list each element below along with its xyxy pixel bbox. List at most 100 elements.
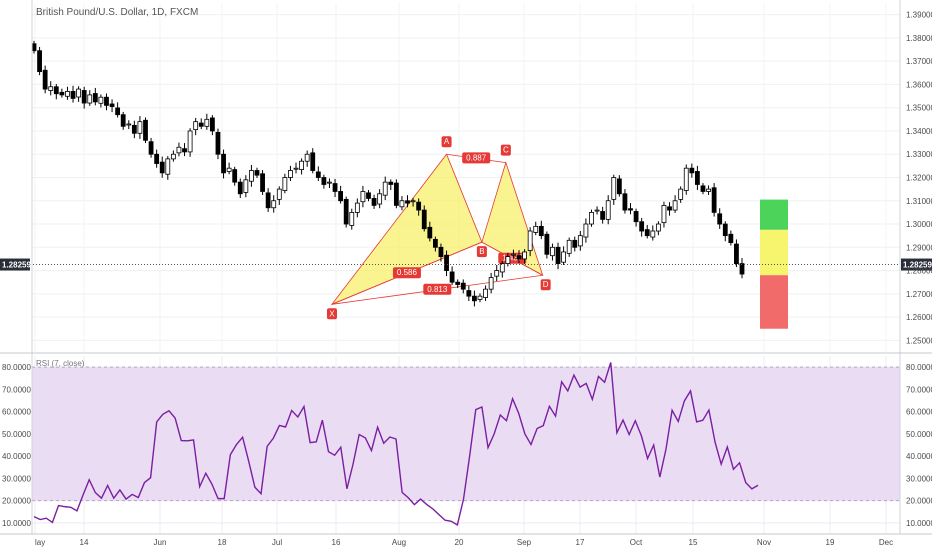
candle-up bbox=[672, 200, 678, 211]
candle-down bbox=[427, 226, 433, 239]
candle-up bbox=[293, 167, 299, 170]
candle-down bbox=[131, 124, 137, 134]
candle-up bbox=[661, 205, 667, 224]
candle-down bbox=[37, 50, 42, 73]
candle-up bbox=[477, 295, 483, 300]
candle-down bbox=[232, 169, 238, 183]
x-tick-label: lay bbox=[35, 538, 45, 547]
pattern-point-marker bbox=[326, 308, 337, 320]
candle-down bbox=[667, 206, 672, 211]
candle-down bbox=[321, 177, 327, 185]
candle-up bbox=[276, 188, 282, 200]
candle-up bbox=[271, 200, 277, 209]
x-tick-label: 17 bbox=[576, 538, 585, 547]
candle-up bbox=[399, 200, 405, 208]
rsi-tick-label-left: 10.0000 bbox=[2, 519, 31, 528]
candle-down bbox=[109, 103, 115, 107]
candle-down bbox=[460, 282, 466, 290]
candle-down bbox=[628, 208, 633, 211]
current-price-tag-right bbox=[901, 258, 932, 271]
rsi-tick-label-right: 10.0000 bbox=[906, 519, 932, 528]
x-tick-label: Jul bbox=[272, 538, 282, 547]
candle-down bbox=[416, 201, 422, 211]
candle-down bbox=[438, 246, 444, 258]
candle-down bbox=[466, 290, 472, 297]
candle-down bbox=[600, 211, 606, 220]
candle-up bbox=[410, 200, 416, 203]
candle-up bbox=[249, 170, 254, 182]
x-tick-label: 14 bbox=[80, 538, 89, 547]
pattern-point-label: D bbox=[543, 280, 549, 289]
candle-down bbox=[237, 181, 243, 195]
candle-down bbox=[455, 281, 461, 285]
candle-down bbox=[81, 90, 87, 104]
candle-down bbox=[159, 161, 165, 174]
x-tick-label: Nov bbox=[757, 538, 771, 547]
rsi-tick-label-left: 60.0000 bbox=[2, 408, 31, 417]
candle-down bbox=[722, 223, 728, 237]
candle-down bbox=[254, 170, 260, 176]
pattern-point-marker bbox=[540, 279, 551, 291]
candle-up bbox=[483, 288, 488, 298]
candle-up bbox=[382, 181, 388, 196]
candle-down bbox=[432, 238, 438, 248]
candle-up bbox=[494, 270, 500, 277]
current-price-left: 1.28259 bbox=[2, 261, 31, 270]
candle-up bbox=[706, 188, 711, 192]
candle-up bbox=[488, 277, 494, 290]
rsi-tick-label-left: 40.0000 bbox=[2, 452, 31, 461]
candle-up bbox=[299, 160, 304, 170]
pattern-ratio-marker bbox=[462, 152, 491, 164]
candle-down bbox=[472, 295, 477, 302]
candle-down bbox=[31, 43, 37, 52]
candle-down bbox=[115, 107, 121, 116]
pattern-point-label: A bbox=[444, 137, 450, 146]
candle-down bbox=[739, 263, 745, 275]
rsi-tick-label-right: 70.0000 bbox=[906, 385, 932, 394]
price-tick-label: 1.37000 bbox=[906, 57, 932, 66]
candle-down bbox=[104, 96, 109, 106]
candle-up bbox=[605, 200, 611, 220]
x-tick-label: Sep bbox=[517, 538, 532, 547]
candle-down bbox=[734, 243, 739, 264]
candle-up bbox=[683, 167, 689, 191]
candle-up bbox=[522, 251, 527, 260]
candle-down bbox=[393, 182, 399, 206]
candle-down bbox=[59, 91, 65, 96]
candle-down bbox=[154, 153, 160, 164]
candle-up bbox=[499, 263, 505, 273]
rsi-tick-label-left: 70.0000 bbox=[2, 385, 31, 394]
stop-loss-zone bbox=[760, 275, 788, 329]
pattern-ratio-label: 0.586 bbox=[397, 268, 418, 277]
price-tick-label: 1.26000 bbox=[906, 313, 932, 322]
candle-up bbox=[611, 177, 617, 200]
candle-up bbox=[533, 225, 539, 233]
candle-down bbox=[338, 191, 344, 202]
candle-up bbox=[678, 188, 684, 200]
price-tick-label: 1.25000 bbox=[906, 336, 932, 345]
candle-up bbox=[655, 223, 661, 232]
candle-up bbox=[566, 239, 572, 254]
candle-down bbox=[388, 181, 394, 185]
candle-up bbox=[288, 170, 293, 178]
x-tick-label: 15 bbox=[689, 538, 698, 547]
candle-up bbox=[650, 230, 656, 238]
target-2-zone bbox=[760, 199, 788, 230]
candle-up bbox=[282, 177, 288, 191]
candle-up bbox=[577, 235, 583, 247]
candle-up bbox=[126, 123, 132, 126]
x-tick-label: Aug bbox=[392, 538, 406, 547]
pattern-point-label: X bbox=[329, 309, 335, 318]
candle-up bbox=[76, 88, 81, 98]
candle-down bbox=[70, 91, 76, 99]
rsi-line bbox=[33, 362, 759, 526]
candle-up bbox=[561, 251, 567, 263]
candle-down bbox=[198, 122, 204, 127]
x-tick-label: 19 bbox=[826, 538, 835, 547]
candle-up bbox=[204, 118, 210, 127]
candle-down bbox=[555, 246, 561, 264]
price-tick-label: 1.35000 bbox=[906, 104, 932, 113]
pattern-ratio-marker bbox=[392, 267, 421, 279]
pattern-point-label: C bbox=[503, 146, 509, 155]
candle-down bbox=[221, 153, 226, 174]
